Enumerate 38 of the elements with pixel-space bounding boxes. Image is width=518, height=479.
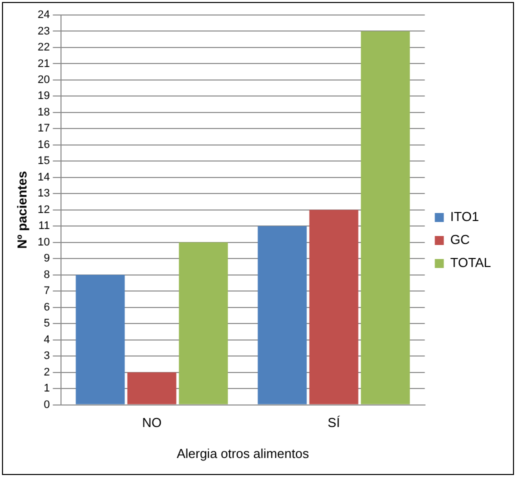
y-tick-label: 11 bbox=[38, 220, 50, 232]
y-tick-label: 6 bbox=[44, 301, 50, 314]
y-tick-label: 3 bbox=[44, 350, 50, 362]
y-tick-label: 8 bbox=[44, 268, 50, 281]
y-tick-label: 24 bbox=[38, 9, 50, 22]
y-tick-label: 13 bbox=[38, 188, 50, 200]
y-tick-label: 1 bbox=[44, 382, 50, 395]
y-tick-label: 5 bbox=[44, 318, 50, 330]
legend-label: ITO1 bbox=[450, 209, 479, 224]
y-tick-label: 7 bbox=[44, 285, 50, 298]
y-axis-title: Nº pacientes bbox=[14, 171, 30, 249]
y-tick-label: 16 bbox=[38, 138, 50, 151]
bar bbox=[127, 372, 176, 404]
y-tick-label: 19 bbox=[38, 90, 50, 102]
bar bbox=[309, 210, 358, 404]
y-tick-label: 2 bbox=[44, 366, 50, 378]
legend-label: GC bbox=[450, 232, 470, 248]
x-tick-label: NO bbox=[142, 415, 162, 430]
y-tick-label: 15 bbox=[38, 155, 50, 168]
y-tick-label: 10 bbox=[38, 236, 50, 248]
y-tick-label: 22 bbox=[38, 42, 50, 54]
y-tick-label: 23 bbox=[38, 25, 50, 38]
y-tick-label: 18 bbox=[38, 106, 50, 118]
y-tick-label: 17 bbox=[38, 122, 50, 135]
y-tick-label: 12 bbox=[38, 204, 50, 216]
y-tick-label: 14 bbox=[38, 171, 50, 184]
x-tick-label: SÍ bbox=[328, 415, 340, 430]
bar bbox=[76, 274, 125, 404]
bar bbox=[178, 242, 228, 404]
y-tick-label: 9 bbox=[44, 252, 50, 265]
bar bbox=[258, 226, 307, 404]
y-tick-label: 20 bbox=[38, 74, 50, 86]
bar bbox=[360, 31, 410, 404]
y-tick-label: 0 bbox=[44, 398, 50, 411]
y-tick-label: 4 bbox=[44, 334, 50, 346]
x-axis-title: Alergia otros alimentos bbox=[176, 446, 310, 461]
legend-label: TOTAL bbox=[450, 255, 492, 270]
y-tick-label: 21 bbox=[38, 58, 50, 70]
